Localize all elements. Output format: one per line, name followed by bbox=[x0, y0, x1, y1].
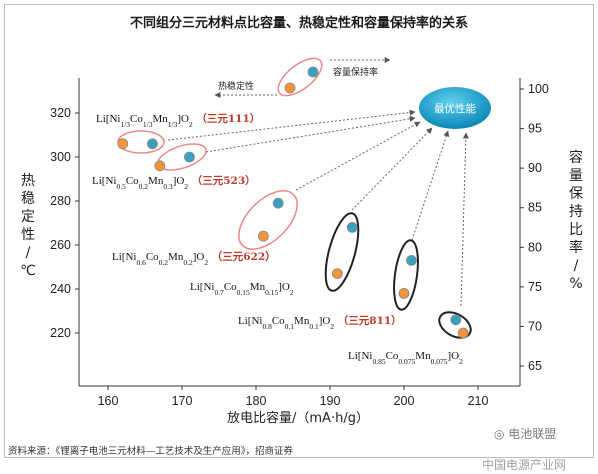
label-811: Li[Ni0.8Co0.1Mn0.1]O2 （三元811） bbox=[238, 314, 402, 331]
y-right-axis-label: 容量保持比率/% bbox=[569, 149, 583, 292]
point-111-retention bbox=[146, 138, 158, 150]
label-85: Li[Ni0.85Co0.075Mn0.075]O2 bbox=[348, 350, 463, 366]
y-right-tick-label-95: 95 bbox=[528, 122, 542, 136]
label-622: Li[Ni0.6Co0.2Mn0.2]O2 （三元622） bbox=[112, 250, 276, 267]
ring-85 bbox=[438, 311, 472, 339]
y-left-tick-label-240: 240 bbox=[50, 282, 71, 296]
y-right-tick-label-70: 70 bbox=[528, 319, 542, 333]
legend-ring bbox=[277, 57, 323, 97]
best-performance-label: 最优性能 bbox=[434, 102, 476, 115]
point-111-thermal bbox=[117, 138, 129, 150]
y-right-tick-label-100: 100 bbox=[528, 82, 549, 96]
footer-watermark: 中国电源产业网 bbox=[482, 458, 567, 472]
best-performance-ellipse bbox=[419, 87, 491, 129]
point-811-thermal bbox=[398, 287, 410, 299]
arrow-715 bbox=[351, 127, 433, 211]
point-622-retention bbox=[272, 197, 284, 209]
y-right-tick-label-85: 85 bbox=[528, 201, 542, 215]
y-right-tick-label-65: 65 bbox=[528, 359, 542, 373]
x-tick-label-160: 160 bbox=[98, 394, 119, 408]
point-523-retention bbox=[183, 151, 195, 163]
ring-622 bbox=[238, 190, 298, 250]
x-tick-label-190: 190 bbox=[320, 394, 341, 408]
ring-715 bbox=[324, 212, 360, 292]
arrow-811 bbox=[411, 130, 450, 241]
arrow-111 bbox=[167, 109, 416, 141]
point-85-thermal bbox=[457, 327, 469, 339]
y-right-tick-label-80: 80 bbox=[528, 240, 542, 254]
label-715: Li[Ni0.7Co0.15Mn0.15]O2 bbox=[190, 281, 294, 297]
y-left-tick-label-300: 300 bbox=[50, 150, 71, 164]
point-715-retention bbox=[346, 221, 358, 233]
point-85-retention bbox=[450, 314, 462, 326]
chart-title: 不同组分三元材料点比容量、热稳定性和容量保持率的关系 bbox=[129, 16, 468, 31]
arrow-622 bbox=[295, 121, 421, 191]
legend-label-retention: 容量保持率 bbox=[333, 66, 378, 78]
legend-label-thermal: 热稳定性 bbox=[218, 80, 254, 92]
y-left-tick-label-260: 260 bbox=[50, 238, 71, 252]
y-left-tick-label-280: 280 bbox=[50, 194, 71, 208]
y-left-tick-label-220: 220 bbox=[50, 326, 71, 340]
label-111: Li[Ni1/3Co1/3Mn1/3]O2 （三元111） bbox=[96, 112, 260, 129]
x-tick-label-200: 200 bbox=[394, 394, 415, 408]
label-523: Li[Ni0.5Co0.2Mn0.3]O2 （三元523） bbox=[92, 174, 256, 191]
wechat-watermark: ◎ 电池联盟 bbox=[494, 425, 556, 442]
point-715-thermal bbox=[331, 268, 343, 280]
x-axis-label: 放电比容量/（mA·h/g） bbox=[227, 410, 369, 426]
wechat-watermark-text: 电池联盟 bbox=[508, 427, 557, 441]
wechat-icon: ◎ bbox=[494, 427, 509, 441]
legend-point-retention bbox=[307, 66, 319, 78]
point-811-retention bbox=[405, 254, 417, 266]
arrow-85 bbox=[460, 132, 469, 307]
y-left-tick-label-320: 320 bbox=[50, 106, 71, 120]
x-tick-label-180: 180 bbox=[246, 394, 267, 408]
ring-811 bbox=[393, 239, 419, 311]
chart-frame bbox=[4, 4, 594, 458]
arrow-523 bbox=[205, 115, 416, 153]
y-right-tick-label-75: 75 bbox=[528, 280, 542, 294]
point-622-thermal bbox=[257, 230, 269, 242]
y-right-tick-label-90: 90 bbox=[528, 161, 542, 175]
x-tick-label-170: 170 bbox=[172, 394, 193, 408]
source-note: 资料来源：《锂离子电池三元材料—工艺技术及生产应用》，招商证券 bbox=[8, 446, 294, 457]
point-523-thermal bbox=[154, 160, 166, 172]
x-tick-label-210: 210 bbox=[468, 394, 489, 408]
y-left-axis-label: 热稳定性/℃ bbox=[20, 173, 36, 279]
legend-point-thermal bbox=[284, 82, 296, 94]
